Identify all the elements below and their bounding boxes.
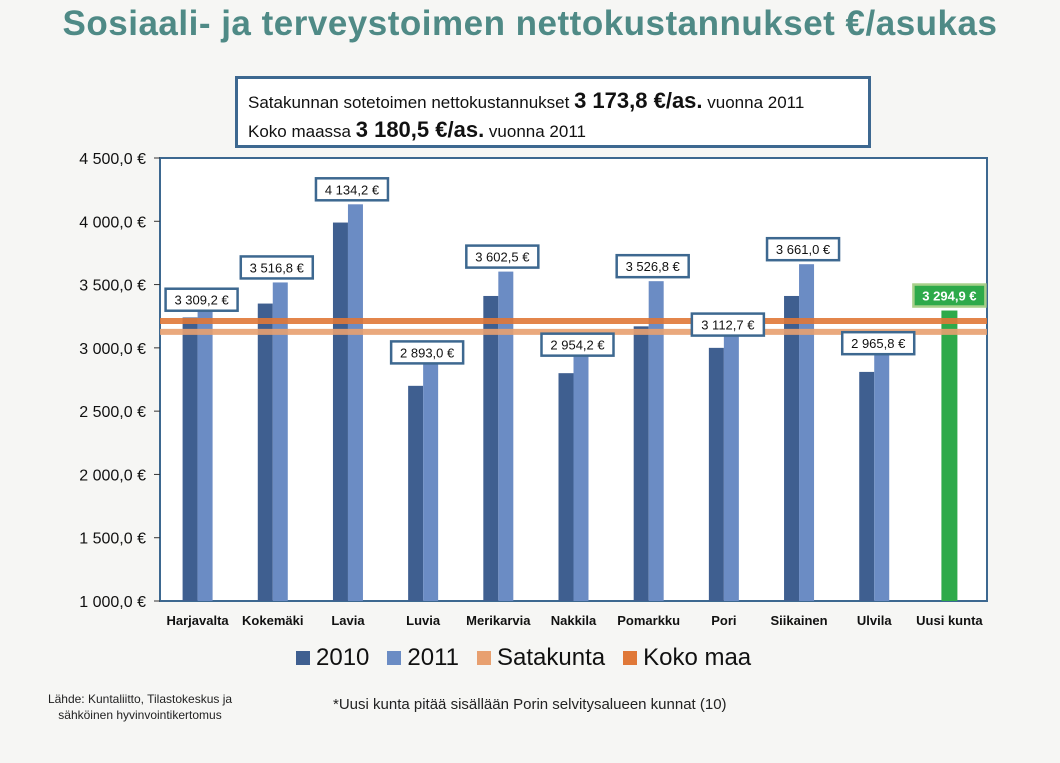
legend-item-2010: 2010	[296, 644, 369, 672]
legend-item-koko-maa: Koko maa	[623, 644, 751, 672]
data-label-box	[465, 244, 540, 269]
summary-year: vuonna 2011	[488, 122, 586, 141]
bar-2011	[723, 333, 739, 601]
bar-2011	[498, 271, 514, 601]
data-label-box	[615, 253, 690, 279]
bar-2011	[648, 281, 664, 601]
data-label-box	[765, 236, 841, 262]
summary-year: vuonna 2011	[707, 93, 805, 112]
bar-2010	[558, 373, 574, 601]
data-label-box	[389, 340, 465, 365]
y-tick-label: 3 000,0 €	[79, 341, 146, 358]
legend-swatch	[623, 651, 638, 665]
legend-label: 2010	[316, 644, 370, 671]
legend: 2010 2011 Satakunta Koko maa	[296, 644, 751, 672]
y-tick-label: 4 500,0 €	[79, 151, 146, 168]
x-tick-label: Merikarvia	[466, 613, 531, 628]
data-label-box	[164, 287, 239, 312]
footnote: *Uusi kunta pitää sisällään Porin selvit…	[333, 696, 727, 713]
data-label: 2 893,0 €	[400, 345, 455, 360]
data-label: 4 134,2 €	[325, 182, 380, 197]
data-label: 3 526,8 €	[626, 259, 681, 274]
legend-swatch	[296, 651, 310, 665]
y-tick-label: 2 500,0 €	[79, 404, 146, 421]
x-tick-label: Pomarkku	[617, 613, 680, 628]
data-label-box	[690, 312, 766, 337]
bar-2011	[799, 264, 815, 601]
bar-2010	[784, 295, 800, 601]
summary-line-satakunta: Satakunnan sotetoimen nettokustannukset …	[248, 87, 858, 116]
bar-2010	[859, 371, 875, 601]
x-tick-label: Lavia	[331, 613, 365, 628]
bar-2010	[182, 317, 198, 601]
x-tick-label: Ulvila	[857, 613, 892, 628]
x-tick-label: Kokemäki	[242, 613, 303, 628]
x-tick-label: Uusi kunta	[916, 613, 983, 628]
bar-2011	[197, 308, 213, 601]
summary-value: 3 180,5 €/as.	[355, 117, 485, 142]
summary-box: Satakunnan sotetoimen nettokustannukset …	[235, 76, 871, 148]
bar-2011	[573, 353, 589, 601]
legend-label: 2011	[407, 644, 459, 671]
data-label-box	[314, 177, 390, 202]
y-tick-label: 2 000,0 €	[79, 467, 146, 484]
legend-swatch	[477, 651, 491, 665]
data-label: 3 112,7 €	[701, 318, 755, 333]
bar-2010	[408, 385, 424, 601]
data-label-box	[540, 332, 615, 357]
data-label-box	[840, 330, 916, 356]
chart-title: Sosiaali- ja terveystoimen nettokustannu…	[62, 4, 998, 43]
data-label: 3 516,8 €	[250, 260, 305, 275]
y-tick-label: 1 500,0 €	[79, 531, 146, 548]
x-tick-label: Harjavalta	[167, 613, 230, 628]
data-label: 3 661,0 €	[776, 242, 831, 257]
data-label-box	[912, 283, 987, 308]
bar-2011	[423, 361, 439, 601]
summary-line-koko-maa: Koko maassa 3 180,5 €/as. vuonna 2011	[248, 116, 858, 145]
summary-label: Satakunnan sotetoimen nettokustannukset	[248, 93, 570, 112]
data-label: 3 294,9 €	[922, 289, 976, 304]
bar-2011	[874, 352, 890, 601]
bar-2010	[708, 347, 724, 601]
x-tick-label: Pori	[711, 613, 736, 628]
bar-2011	[347, 204, 363, 601]
y-tick-label: 3 500,0 €	[79, 278, 146, 295]
data-label: 3 602,5 €	[475, 250, 530, 265]
legend-item-satakunta: Satakunta	[477, 644, 605, 672]
bar-2011	[272, 282, 288, 601]
summary-value: 3 173,8 €/as.	[574, 88, 703, 113]
legend-label: Koko maa	[643, 644, 752, 671]
data-label: 3 309,2 €	[174, 293, 229, 308]
bar-2010	[483, 295, 499, 601]
legend-label: Satakunta	[497, 644, 606, 671]
x-tick-label: Siikainen	[771, 613, 828, 628]
legend-item-2011: 2011	[387, 644, 459, 672]
legend-swatch	[387, 651, 402, 665]
summary-label: Koko maassa	[248, 122, 351, 141]
source-note: Lähde: Kuntaliitto, Tilastokeskus ja säh…	[47, 692, 233, 722]
data-label-box	[239, 255, 315, 280]
bar-2010	[257, 303, 273, 601]
bar-2010	[332, 222, 348, 601]
bar-chart: 1 000,0 € 1 500,0 € 2 000,0 € 2 500,0 € 3 00…	[79, 151, 988, 628]
y-tick-label: 4 000,0 €	[79, 214, 146, 231]
bar-2010	[633, 326, 649, 601]
data-label: 2 954,2 €	[550, 338, 605, 353]
data-label: 2 965,8 €	[851, 336, 906, 351]
x-tick-label: Luvia	[406, 613, 441, 628]
bar-uusi-kunta	[941, 310, 958, 601]
y-tick-label: 1 000,0 €	[79, 594, 146, 611]
x-tick-label: Nakkila	[551, 613, 597, 628]
